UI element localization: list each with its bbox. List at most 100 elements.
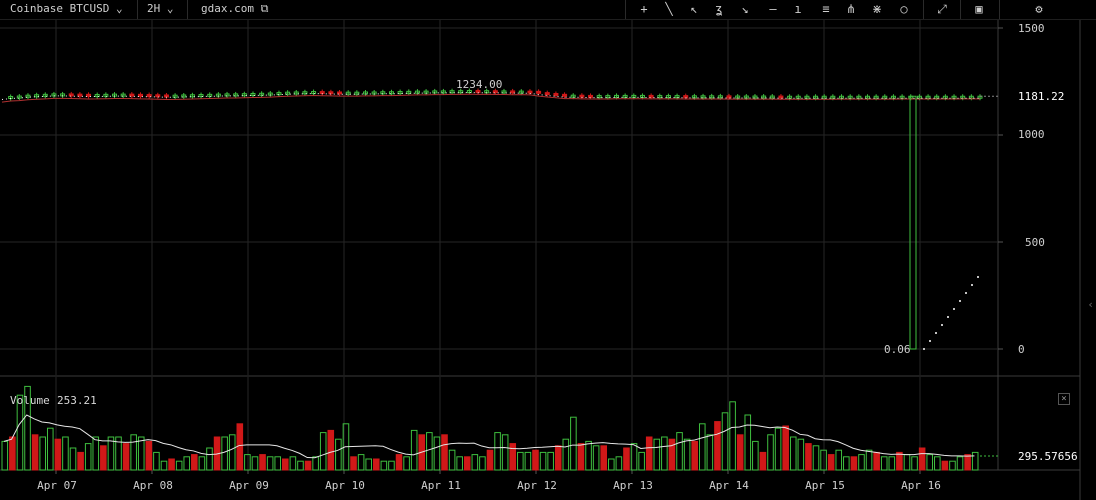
volume-bar <box>494 432 501 471</box>
volume-bar <box>312 456 319 471</box>
arrow-icon[interactable]: ↖ <box>690 2 698 16</box>
volume-bar <box>145 440 153 471</box>
volume-bar <box>350 456 357 471</box>
vertical-line-icon[interactable]: ı <box>794 2 802 16</box>
candle <box>42 93 48 97</box>
volume-bar <box>259 454 266 471</box>
site-link[interactable]: gdax.com ⧉ <box>201 2 268 16</box>
candle <box>146 94 152 98</box>
candle <box>830 95 836 99</box>
candle <box>363 91 369 95</box>
arrow-down-right-icon[interactable]: ↘ <box>741 2 749 16</box>
candle <box>925 95 931 99</box>
parallel-channel-icon[interactable]: ≡ <box>822 2 830 16</box>
x-tick-label: Apr 08 <box>133 479 173 492</box>
indicator-dot <box>935 332 937 334</box>
volume-bar <box>289 456 297 471</box>
candle <box>761 95 767 99</box>
settings-icon[interactable]: ⚙ <box>1035 2 1043 16</box>
volume-bar <box>918 447 926 471</box>
close-icon[interactable]: × <box>1058 393 1070 405</box>
volume-bar <box>956 456 964 471</box>
candle <box>562 93 568 97</box>
volume-bar <box>266 456 274 471</box>
volume-bar <box>448 449 456 471</box>
chevron-left-icon[interactable]: ‹ <box>1087 298 1094 311</box>
volume-bar <box>645 436 653 471</box>
zigzag-icon[interactable]: ʓ <box>715 2 723 16</box>
candle <box>354 91 360 95</box>
candle <box>605 95 611 99</box>
volume-bar <box>335 438 342 471</box>
volume-bar <box>1 440 9 471</box>
volume-bar <box>426 432 433 471</box>
volume-bar <box>410 429 418 471</box>
volume-bar <box>39 436 46 471</box>
volume-bar <box>888 456 896 471</box>
volume-bar <box>797 438 805 471</box>
volume-bar <box>479 456 486 471</box>
volume-bar <box>168 458 175 471</box>
volume-bar <box>949 460 956 471</box>
volume-bar <box>183 456 191 471</box>
x-tick-label: Apr 15 <box>805 479 845 492</box>
candle <box>942 95 948 99</box>
volume-bar <box>244 454 251 471</box>
candle <box>259 92 265 96</box>
candle <box>406 90 412 94</box>
volume-bar <box>698 423 706 471</box>
volume-bar <box>92 436 100 471</box>
volume-bar <box>319 432 327 471</box>
candle <box>553 92 559 96</box>
candle <box>726 95 732 99</box>
symbol-label: Coinbase BTCUSD <box>10 2 110 15</box>
volume-bar <box>941 460 949 471</box>
candle <box>233 93 239 97</box>
volume-bar <box>115 436 122 471</box>
volume-bar <box>524 451 532 471</box>
volume-bar <box>865 449 873 471</box>
volume-bar <box>926 454 934 471</box>
volume-bar <box>153 451 160 471</box>
external-link-icon: ⧉ <box>260 2 269 15</box>
volume-bar <box>372 458 380 471</box>
trend-line-icon[interactable]: ╲ <box>665 2 673 16</box>
fullscreen-icon[interactable]: ⤢ <box>937 2 947 16</box>
candle <box>337 91 343 95</box>
volume-bar <box>122 443 130 471</box>
indicator-dot <box>977 276 979 278</box>
volume-bar <box>236 423 244 471</box>
candle <box>293 91 299 95</box>
candle <box>544 92 550 96</box>
volume-bar <box>251 456 259 471</box>
volume-bar <box>630 443 638 471</box>
x-tick-label: Apr 11 <box>421 479 461 492</box>
volume-bar <box>62 436 69 471</box>
volume-bar <box>16 394 24 471</box>
snapshot-icon[interactable]: ▣ <box>975 2 983 16</box>
candle <box>250 92 256 96</box>
indicator-dot <box>971 284 973 286</box>
volume-bar <box>971 451 979 471</box>
horizontal-line-icon[interactable]: – <box>769 2 777 16</box>
crosshair-icon[interactable]: + <box>640 2 648 16</box>
flash-crash-candle <box>909 95 917 350</box>
symbol-selector[interactable]: Coinbase BTCUSD ⌄ <box>10 2 123 15</box>
circle-icon[interactable]: ○ <box>900 2 908 16</box>
candle <box>968 95 974 99</box>
volume-bar <box>570 416 577 471</box>
volume-bar <box>623 447 630 471</box>
fib-fan-icon[interactable]: ⋇ <box>871 2 883 16</box>
volume-bar <box>736 434 744 471</box>
volume-bar <box>221 436 228 471</box>
site-label: gdax.com <box>201 2 254 15</box>
volume-bar <box>160 460 168 471</box>
pitchfork-icon[interactable]: ⋔ <box>845 2 857 16</box>
interval-selector[interactable]: 2H ⌄ <box>147 2 174 15</box>
y-tick-label: 0 <box>1018 343 1025 356</box>
x-tick-label: Apr 07 <box>37 479 77 492</box>
candle <box>934 95 940 99</box>
volume-title: Volume <box>10 394 50 407</box>
volume-bar <box>729 401 736 471</box>
